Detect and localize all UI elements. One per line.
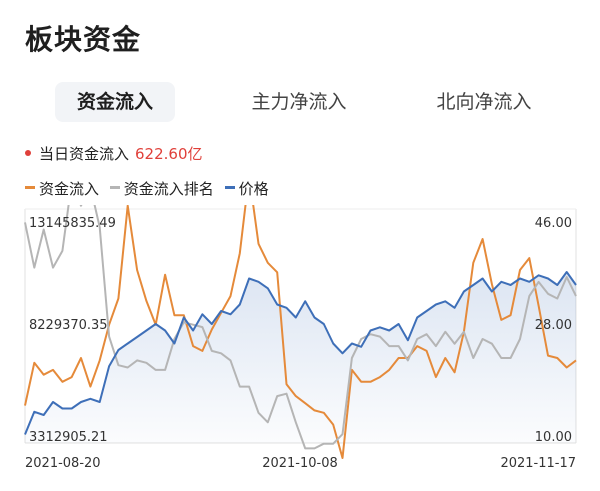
page-title: 板块资金 (25, 23, 142, 56)
legend-swatch-inflow-rank (109, 186, 120, 189)
legend-item-fund-inflow[interactable]: 资金流入 (25, 178, 99, 199)
tab-bar: 资金流入 主力净流入 北向净流入 (0, 82, 600, 122)
x-tick-mid: 2021-10-08 (262, 456, 338, 471)
chart-legend: 资金流入 资金流入排名 价格 (25, 178, 275, 199)
legend-label-inflow-rank: 资金流入排名 (123, 180, 214, 198)
series-line-0 (24, 205, 577, 459)
right-tick-top: 46.00 (535, 216, 572, 231)
right-tick-bottom: 10.00 (535, 430, 572, 445)
tab-main-net-inflow[interactable]: 主力净流入 (251, 91, 347, 113)
price-area (25, 272, 576, 443)
left-tick-mid: 8229370.35 (29, 318, 108, 333)
fund-flow-chart[interactable]: 13145835.49 8229370.35 3312905.21 46.00 … (0, 205, 600, 491)
red-dot-icon (25, 149, 31, 156)
series-line-2 (24, 271, 577, 435)
legend-item-inflow-rank[interactable]: 资金流入排名 (109, 178, 214, 199)
x-tick-end: 2021-11-17 (500, 456, 576, 471)
daily-inflow-value: 622.60亿 (135, 145, 203, 163)
legend-swatch-price (224, 186, 235, 189)
daily-inflow-label: 当日资金流入 (39, 145, 130, 163)
legend-label-fund-inflow: 资金流入 (39, 180, 100, 198)
right-tick-mid: 28.00 (535, 318, 572, 333)
daily-inflow-summary: 当日资金流入 622.60亿 (25, 143, 203, 164)
legend-label-price: 价格 (238, 180, 269, 198)
left-tick-top: 13145835.49 (29, 216, 116, 231)
legend-swatch-fund-inflow (25, 186, 35, 189)
series-line-1 (24, 205, 577, 450)
legend-item-price[interactable]: 价格 (224, 178, 269, 199)
tab-northbound-net-inflow[interactable]: 北向净流入 (436, 91, 532, 113)
left-tick-bottom: 3312905.21 (29, 430, 108, 445)
x-tick-start: 2021-08-20 (25, 456, 101, 471)
tab-fund-inflow[interactable]: 资金流入 (55, 82, 175, 122)
